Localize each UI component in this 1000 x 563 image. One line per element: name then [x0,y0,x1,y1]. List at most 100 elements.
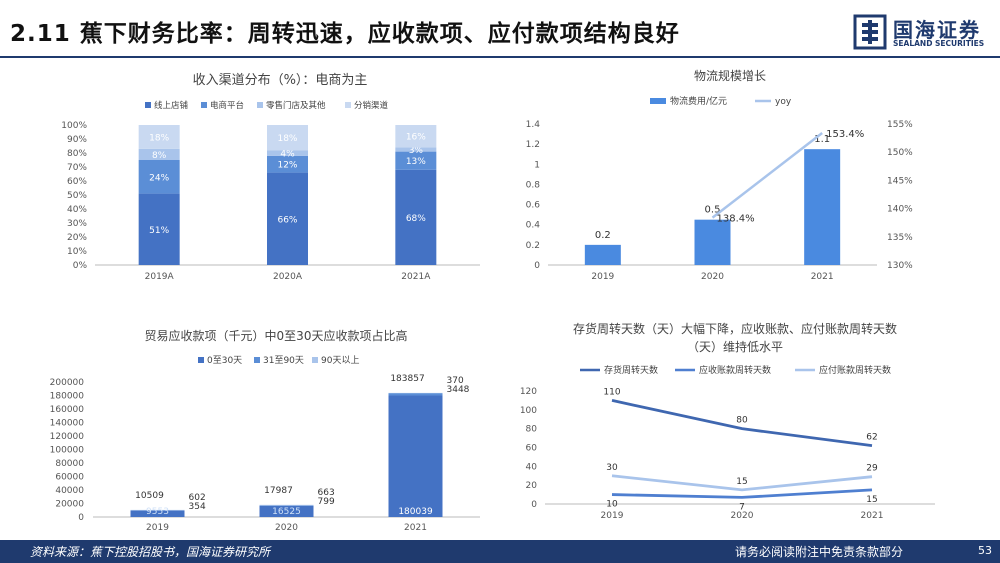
x-tick-label: 2019 [146,523,169,533]
data-label: 29 [866,464,878,474]
x-tick-label: 2020 [701,272,724,282]
total-label: 183857 [390,374,424,384]
chart-title: 贸易应收款项（千元）中0至30天应收款项占比高 [145,328,408,343]
data-label: 4% [280,150,295,160]
data-label: 24% [149,173,169,183]
bar-segment [138,160,180,194]
chart-legend: 0至30天 31至90天 90天以上 [198,355,359,366]
data-label: 9553 [146,507,169,517]
y-tick-label: 80% [67,149,87,159]
data-label: 16% [406,133,426,143]
legend-label: 90天以上 [321,355,359,366]
y-tick-label: 40 [526,462,538,472]
data-label: 15 [736,477,747,487]
logo-mark-icon [853,14,887,50]
legend-label: 物流费用/亿元 [670,95,727,107]
chart-legend: 线上店铺 电商平台 零售门店及其他 分销渠道 [145,100,389,111]
x-tick-label: 2020A [273,272,303,282]
x-tick-label: 2021A [401,272,431,282]
y2-tick-label: 135% [887,233,913,243]
lines: 110 80 62 10 7 15 30 15 29 [603,387,878,512]
data-label: 16525 [272,507,301,517]
data-label: 66% [277,215,297,225]
y-tick-label: 0 [531,500,537,510]
y-tick-label: 180000 [50,392,85,402]
legend-swatch [254,357,260,363]
y-axis: 0 20 40 60 80 100 120 [520,387,935,510]
legend-swatch [312,357,318,363]
data-label: 663 [318,488,335,498]
y-tick-label: 20000 [55,500,84,510]
y-tick-label: 0% [73,261,88,271]
total-label: 17987 [264,486,293,496]
x-tick-label: 2019 [591,272,614,282]
x-tick-label: 2020 [731,511,754,521]
y2-tick-label: 145% [887,176,913,186]
data-label: 10 [606,500,618,510]
slide-footer: 资料来源：蕉下控股招股书，国海证券研究所 请务必阅读附注中免责条款部分 53 [0,540,1000,563]
bar-segment [138,148,180,160]
legend-label: 分销渠道 [354,100,389,111]
data-label: 3448 [447,385,470,395]
bar-segment [267,150,308,156]
x-tick-label: 2019A [145,272,175,282]
legend-label: 电商平台 [210,100,244,111]
y2-tick-label: 150% [887,148,913,158]
chart-title-line-1: 存货周转天数（天）大幅下降，应收账款、应付账款周转天数 [573,321,897,336]
data-label: 8% [152,151,167,161]
y-tick-label: 1.4 [526,120,541,130]
x-axis: 2019 2020 2021 [146,523,427,533]
bar-segment [259,505,314,506]
series-line [611,399,873,448]
slide-header: 2.11 蕉下财务比率：周转迅速，应收款项、应付款项结构良好 国海证券 SEAL… [0,0,1000,58]
bar-segment [259,505,314,517]
y-tick-label: 100% [61,121,87,131]
data-label: 180039 [398,507,433,517]
bar-segment [267,172,308,265]
y-tick-label: 120 [520,387,537,397]
bar-segment [130,510,185,517]
y-tick-label: 0 [534,261,540,271]
data-label: 80 [736,416,748,426]
data-label: 18% [149,133,169,143]
logistics-chart: 物流规模增长 物流费用/亿元 yoy 0 0.2 0.4 0.6 0.8 1 1.2 1.4 13… [526,68,914,282]
yoy-line: 138.4% 153.4% [711,129,864,225]
data-label: 51% [149,226,169,236]
y-tick-label: 1 [534,160,540,170]
bar-segment [267,125,308,151]
bar [804,149,841,265]
bar-segment [138,125,180,149]
y-tick-label: 30% [67,219,87,229]
y-tick-label: 100 [520,406,537,416]
legend-label: 零售门店及其他 [266,100,326,111]
chart-legend: 物流费用/亿元 yoy [650,95,792,107]
y2-tick-label: 140% [887,205,913,215]
x-axis: 2019 2020 2021 [601,511,884,521]
y-tick-label: 40% [67,205,87,215]
data-label: 68% [406,214,426,224]
bars: 0.2 0.5 1.1 [584,134,841,265]
legend-swatch [345,102,351,108]
data-label: 12% [277,161,297,171]
slide-title: 2.11 蕉下财务比率：周转迅速，应收款项、应付款项结构良好 [10,21,680,47]
header-rule [0,56,1000,58]
logo-text: 国海证券 [893,18,981,42]
chart-title-line-2: （天）维持低水平 [687,339,783,354]
bar-segment [395,147,437,152]
bar-segment [388,395,443,517]
y-tick-label: 120000 [50,432,85,442]
page-number: 53 [978,544,992,557]
chart-legend: 存货周转天数 应收账款周转天数 应付账款周转天数 [580,364,891,376]
legend-label: 应收账款周转天数 [699,364,771,376]
y-tick-label: 60000 [55,473,84,483]
bar [584,244,621,265]
y-tick-label: 20% [67,233,87,243]
bar [694,219,731,265]
bars: 51% 24% 8% 18% 66% 12%4% 18% 68% 13%3% 16% [138,125,437,265]
y-tick-label: 60 [526,444,538,454]
data-label: 15 [866,495,877,505]
y-tick-label: 200000 [50,378,85,388]
legend-swatch [257,102,263,108]
x-axis: 2019 2020 2021 [591,272,833,282]
